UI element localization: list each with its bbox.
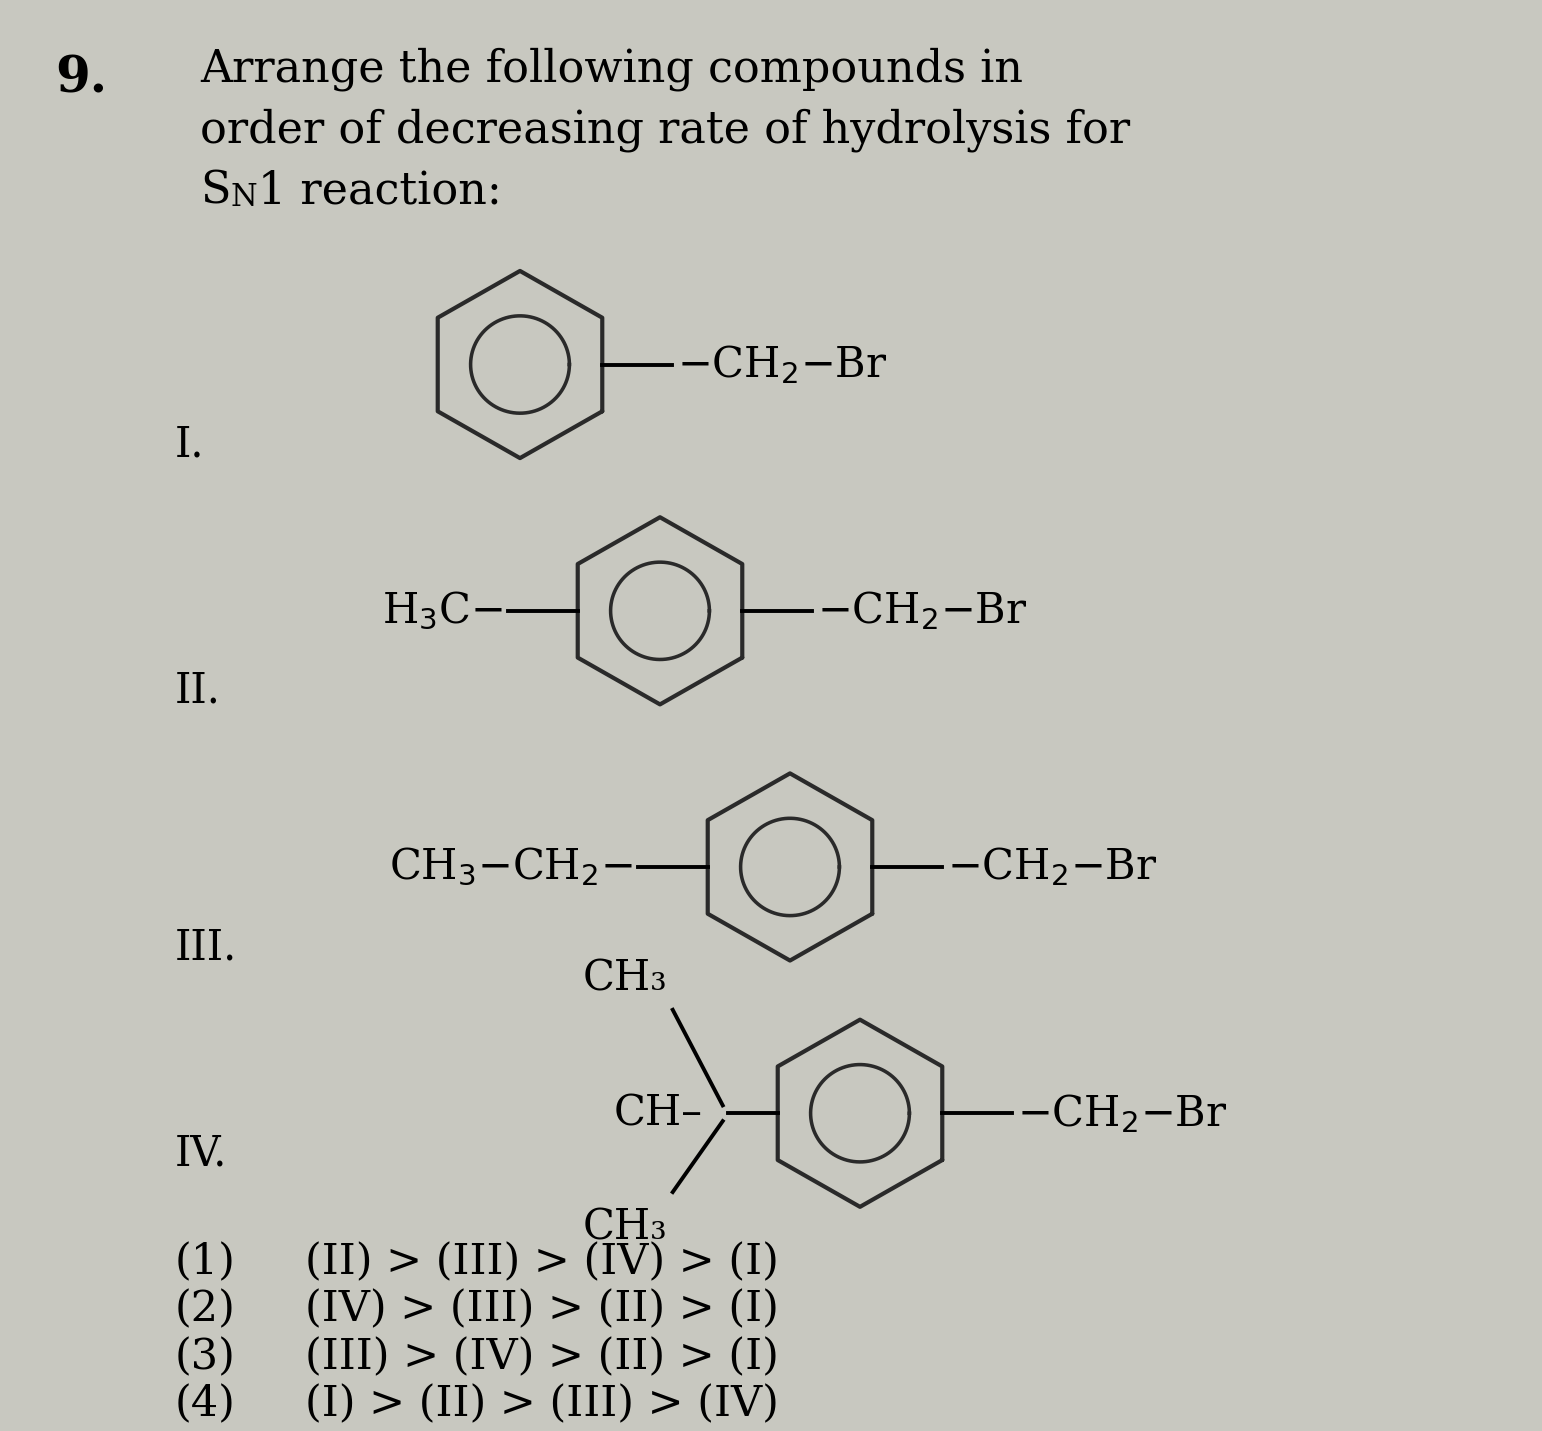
Text: (4): (4) — [174, 1384, 236, 1425]
Text: S: S — [200, 169, 230, 213]
Text: $-$CH$_2$$-$Br: $-$CH$_2$$-$Br — [1018, 1092, 1227, 1135]
Text: H$_3$C$-$: H$_3$C$-$ — [382, 590, 503, 633]
Text: (I) > (II) > (III) > (IV): (I) > (II) > (III) > (IV) — [305, 1384, 779, 1425]
Text: (3): (3) — [174, 1337, 236, 1378]
Text: II.: II. — [174, 670, 221, 711]
Text: CH–: CH– — [614, 1092, 703, 1135]
Text: 1 reaction:: 1 reaction: — [258, 169, 501, 213]
Text: $-$CH$_2$$-$Br: $-$CH$_2$$-$Br — [677, 343, 888, 386]
Text: (II) > (III) > (IV) > (I): (II) > (III) > (IV) > (I) — [305, 1241, 779, 1284]
Text: I.: I. — [174, 424, 205, 465]
Text: III.: III. — [174, 926, 237, 967]
Text: 9.: 9. — [56, 54, 106, 103]
Text: (1): (1) — [174, 1241, 236, 1284]
Text: (III) > (IV) > (II) > (I): (III) > (IV) > (II) > (I) — [305, 1337, 779, 1378]
Text: CH₃: CH₃ — [583, 957, 668, 1000]
Text: $-$CH$_2$$-$Br: $-$CH$_2$$-$Br — [947, 846, 1158, 889]
Text: IV.: IV. — [174, 1133, 227, 1175]
Text: CH$_3$$-$CH$_2$$-$: CH$_3$$-$CH$_2$$-$ — [389, 846, 632, 889]
Text: CH₃: CH₃ — [583, 1206, 668, 1249]
Text: N: N — [230, 182, 258, 213]
Text: $-$CH$_2$$-$Br: $-$CH$_2$$-$Br — [817, 590, 1029, 633]
Text: (IV) > (III) > (II) > (I): (IV) > (III) > (II) > (I) — [305, 1288, 779, 1331]
Text: order of decreasing rate of hydrolysis for: order of decreasing rate of hydrolysis f… — [200, 109, 1130, 152]
Text: (2): (2) — [174, 1288, 236, 1331]
Text: Arrange the following compounds in: Arrange the following compounds in — [200, 47, 1022, 92]
